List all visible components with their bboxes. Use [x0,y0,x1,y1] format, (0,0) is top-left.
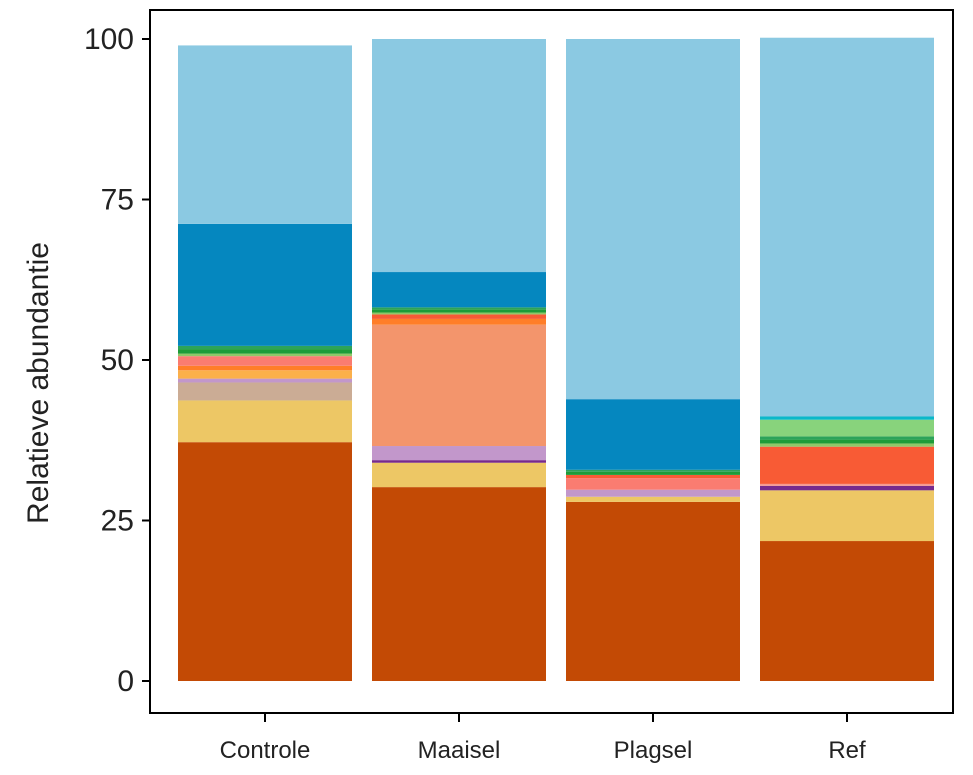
y-tick-label: 50 [101,344,134,377]
bar-segment-controle-4 [178,378,352,383]
bar-segment-maaisel-6 [372,324,546,447]
x-tick-label-controle: Controle [220,737,311,764]
bar-segment-ref-0 [760,541,934,681]
bar-segment-plagsel-13 [566,469,740,472]
bar-segment-ref-13 [760,436,934,440]
bar-segment-controle-2 [178,382,352,401]
bar-stack-maaisel [372,39,546,681]
bar-segment-maaisel-13 [372,307,546,310]
bar-segment-ref-12 [760,439,934,444]
bar-segment-maaisel-1 [372,462,546,488]
bar-segment-plagsel-12 [566,471,740,475]
bar-segment-ref-17 [760,37,934,417]
bar-segment-maaisel-10 [372,314,546,319]
bar-segment-controle-17 [178,45,352,224]
y-axis-label: Relatieve abundantie [22,242,55,524]
bar-segment-ref-14 [760,419,934,437]
bar-segment-controle-16 [178,223,352,346]
y-tick-label: 25 [101,505,134,538]
bars-group [178,37,934,681]
bar-segment-controle-11 [178,353,352,357]
bar-segment-controle-13 [178,345,352,350]
bar-segment-controle-1 [178,400,352,443]
bar-segment-ref-3 [760,485,934,491]
bar-segment-controle-8 [178,365,352,371]
bar-segment-maaisel-11 [372,312,546,315]
bar-segment-ref-10 [760,446,934,484]
bar-segment-controle-0 [178,442,352,681]
bar-segment-controle-12 [178,349,352,354]
bar-segment-plagsel-17 [566,39,740,400]
bar-segment-plagsel-9 [566,478,740,490]
bar-segment-controle-9 [178,356,352,366]
bar-segment-controle-7 [178,370,352,379]
bar-segment-plagsel-10 [566,474,740,479]
bar-segment-ref-5 [760,483,934,486]
bar-segment-maaisel-17 [372,39,546,273]
bar-segment-maaisel-16 [372,272,546,308]
y-axis: 0 25 50 75 100 [84,23,150,698]
y-tick-label: 75 [101,184,134,217]
x-tick-label-plagsel: Plagsel [614,737,693,764]
bar-segment-maaisel-4 [372,446,546,461]
plot-frame [149,9,954,714]
bar-stack-plagsel [566,39,740,681]
bar-segment-plagsel-4 [566,489,740,497]
bar-segment-maaisel-12 [372,309,546,313]
bar-segment-plagsel-0 [566,501,740,681]
x-axis: Controle Maaisel Plagsel Ref [220,713,866,764]
bar-segment-ref-1 [760,490,934,542]
bar-segment-plagsel-16 [566,399,740,470]
bar-stack-ref [760,37,934,681]
y-tick-label: 100 [84,23,134,56]
y-tick-label: 0 [117,665,134,698]
bar-segment-maaisel-3 [372,460,546,463]
bar-segment-maaisel-0 [372,487,546,681]
bar-segment-plagsel-1 [566,496,740,502]
bar-segment-maaisel-8 [372,318,546,325]
bar-segment-ref-15 [760,416,934,420]
bar-segment-ref-11 [760,443,934,447]
x-tick-label-ref: Ref [828,737,866,764]
bar-stack-controle [178,45,352,681]
x-tick-label-maaisel: Maaisel [418,737,501,764]
